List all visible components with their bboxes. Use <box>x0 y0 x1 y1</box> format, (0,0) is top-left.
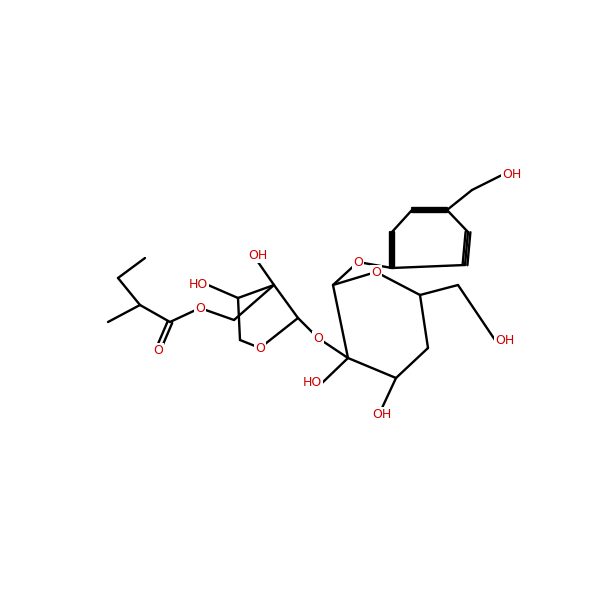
Text: O: O <box>371 265 381 278</box>
Text: OH: OH <box>502 169 521 181</box>
Text: OH: OH <box>248 249 268 262</box>
Text: O: O <box>313 331 323 344</box>
Text: HO: HO <box>189 278 208 292</box>
Text: O: O <box>195 301 205 314</box>
Text: O: O <box>153 343 163 356</box>
Text: OH: OH <box>373 408 392 421</box>
Text: O: O <box>353 256 363 269</box>
Text: HO: HO <box>303 377 322 389</box>
Text: OH: OH <box>495 334 514 346</box>
Text: O: O <box>255 341 265 355</box>
